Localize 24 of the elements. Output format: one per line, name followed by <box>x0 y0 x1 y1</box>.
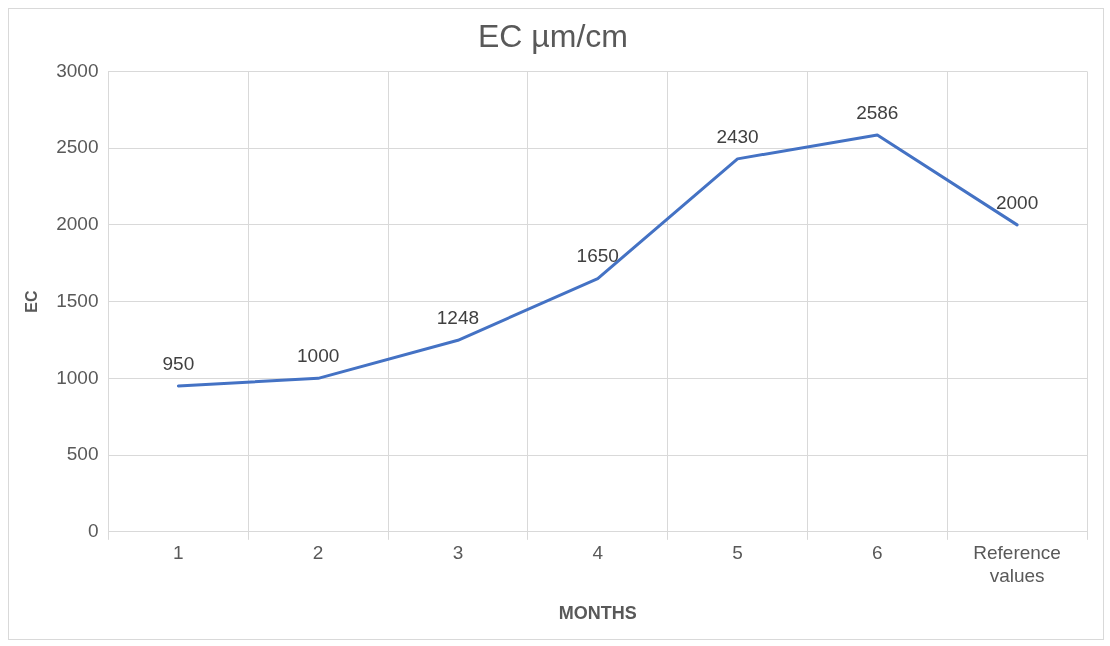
data-label: 950 <box>162 352 195 374</box>
y-tick-label: 500 <box>66 443 99 465</box>
y-tick-label: 2000 <box>56 213 99 235</box>
y-tick-label: 3000 <box>56 59 99 81</box>
x-axis-title: MONTHS <box>558 603 637 624</box>
data-label: 2430 <box>716 125 759 147</box>
x-tick-label: 1 <box>173 542 184 564</box>
x-tick-label: 4 <box>592 542 604 564</box>
x-tick-label: 2 <box>312 542 324 564</box>
data-label: 1248 <box>436 307 480 329</box>
y-tick-label: 2500 <box>56 136 99 158</box>
chart-title: EC µm/cm <box>478 18 628 55</box>
y-tick-label: 1000 <box>56 366 99 388</box>
y-tick-label: 0 <box>87 520 99 542</box>
y-tick-label: 1500 <box>56 289 99 311</box>
data-label: 2586 <box>856 101 899 123</box>
x-tick-label: 5 <box>732 542 743 564</box>
data-label: 2000 <box>995 191 1039 213</box>
data-label: 1650 <box>576 245 619 267</box>
x-tick-label: Reference values <box>973 542 1061 587</box>
data-label: 1000 <box>297 345 340 367</box>
y-axis-title: EC <box>23 290 41 313</box>
x-tick-label: 3 <box>452 542 464 564</box>
x-tick-label: 6 <box>872 542 883 564</box>
